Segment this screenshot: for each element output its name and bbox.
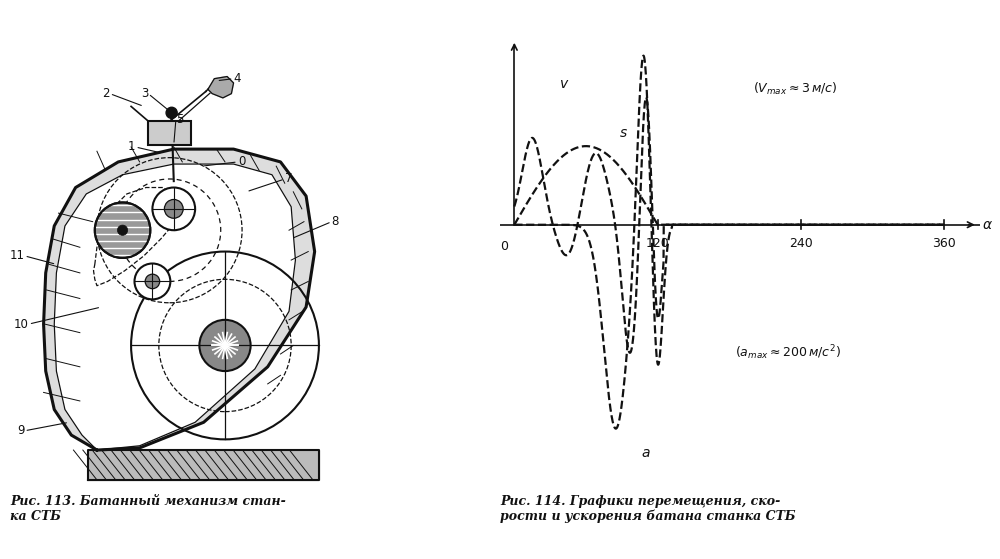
Text: $v$: $v$ <box>559 77 570 91</box>
Text: $s$: $s$ <box>619 126 628 140</box>
Circle shape <box>145 274 160 288</box>
Text: 9: 9 <box>17 424 24 437</box>
Text: 2: 2 <box>102 87 110 100</box>
Circle shape <box>199 320 251 371</box>
Bar <box>148 121 191 145</box>
Text: 3: 3 <box>141 87 148 100</box>
Text: 10: 10 <box>14 318 29 330</box>
Text: $(V_{max}\approx 3\,м/с)$: $(V_{max}\approx 3\,м/с)$ <box>753 80 838 97</box>
Text: Рис. 113. Батанный механизм стан-
ка СТБ: Рис. 113. Батанный механизм стан- ка СТБ <box>10 495 286 523</box>
Text: 5: 5 <box>176 113 183 126</box>
Text: 240: 240 <box>789 238 813 250</box>
Circle shape <box>166 107 177 119</box>
Text: 8: 8 <box>332 215 339 228</box>
Text: 4: 4 <box>234 72 241 85</box>
Polygon shape <box>208 77 234 98</box>
Text: $a$: $a$ <box>641 446 650 459</box>
Text: 0: 0 <box>500 240 508 253</box>
Text: 0: 0 <box>238 155 245 168</box>
Polygon shape <box>54 164 295 450</box>
Text: 7: 7 <box>285 173 292 186</box>
Circle shape <box>95 202 150 258</box>
Polygon shape <box>44 149 315 450</box>
Polygon shape <box>88 450 319 480</box>
Circle shape <box>152 187 195 230</box>
Text: $\alpha$: $\alpha$ <box>982 217 993 232</box>
Text: 360: 360 <box>932 238 956 250</box>
Text: Рис. 114. Графики перемещения, ско-
рости и ускорения батана станка СТБ: Рис. 114. Графики перемещения, ско- рост… <box>500 495 796 523</box>
Text: $(a_{max}\approx 200\,м/с^2)$: $(a_{max}\approx 200\,м/с^2)$ <box>735 343 841 362</box>
Circle shape <box>164 200 183 218</box>
Text: 120: 120 <box>646 238 669 250</box>
Circle shape <box>117 225 128 235</box>
Text: 1: 1 <box>128 140 135 154</box>
Circle shape <box>135 263 170 300</box>
Text: 11: 11 <box>9 249 24 262</box>
